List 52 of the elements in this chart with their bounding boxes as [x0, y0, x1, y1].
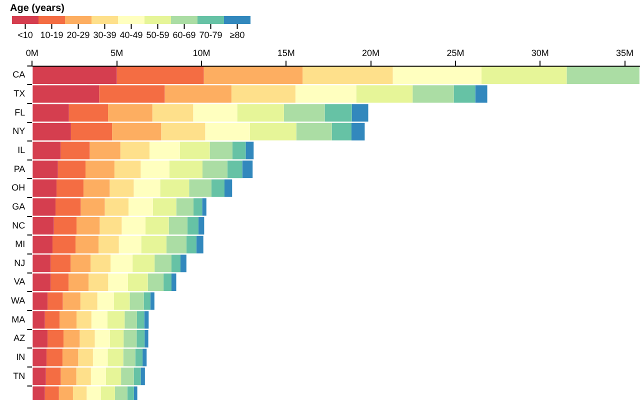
bar [482, 66, 567, 84]
y-tick-label: TX [14, 88, 26, 99]
legend-label: 40-49 [120, 30, 143, 40]
x-tick-label: 25M [446, 48, 464, 58]
y-tick-label: IL [18, 144, 26, 155]
x-tick-label: 0M [26, 48, 38, 58]
y-tick-label: CA [12, 70, 26, 80]
y-tick-label: PA [14, 164, 26, 174]
legend-label: 60-69 [172, 30, 196, 40]
bar [302, 66, 393, 84]
legend-label: 10-19 [40, 30, 64, 40]
y-tick-label: GA [12, 201, 26, 212]
x-tick-label: 10M [192, 48, 210, 58]
bar [392, 66, 482, 84]
y-tick-label: MA [12, 314, 26, 324]
bar [224, 179, 232, 197]
legend-label: 50-59 [146, 30, 170, 40]
bar [295, 85, 356, 103]
y-tick-label: TN [13, 370, 26, 381]
legend-title: Age (years) [10, 3, 64, 14]
y-tick-label: NJ [14, 258, 26, 268]
y-tick-label: AZ [14, 333, 26, 344]
y-tick-label: MI [15, 239, 26, 250]
bar [211, 179, 225, 197]
y-tick-label: NY [12, 126, 26, 136]
legend-label: 30-39 [93, 30, 116, 40]
y-tick-label: FL [14, 107, 26, 118]
bar [356, 85, 413, 103]
bar [566, 66, 640, 84]
y-tick-label: IN [16, 352, 26, 362]
y-tick-label: WA [10, 296, 26, 306]
bar [150, 292, 154, 310]
bar [180, 254, 186, 272]
legend-label: <10 [18, 30, 33, 40]
legend-label: ≥80 [230, 30, 245, 40]
bar [454, 85, 476, 103]
y-tick-label: NC [12, 220, 26, 230]
x-tick-label: 30M [531, 48, 549, 58]
y-tick-label: VA [14, 276, 26, 287]
x-tick-label: 5M [110, 48, 124, 58]
legend-label: 70-79 [199, 30, 222, 40]
bar [412, 85, 454, 103]
x-tick-label: 20M [362, 48, 380, 58]
bar [172, 254, 180, 272]
x-tick-label: 15M [277, 48, 295, 58]
bar [231, 85, 296, 103]
bar [475, 85, 488, 103]
bar [172, 274, 176, 292]
legend-label: 20-29 [66, 30, 90, 40]
x-tick-label: 35M [616, 48, 634, 58]
bar [164, 274, 172, 292]
y-tick-label: OH [12, 182, 26, 193]
